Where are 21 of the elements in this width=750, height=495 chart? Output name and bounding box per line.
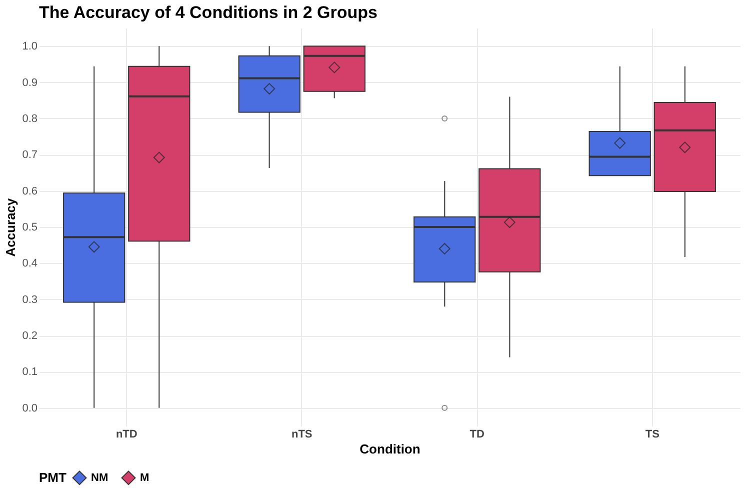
x-axis-title: Condition — [360, 442, 420, 456]
y-tick-label: 0.2 — [22, 330, 38, 342]
y-tick-label: 0.6 — [22, 185, 38, 198]
legend-label: M — [140, 472, 150, 484]
x-tick-label: nTS — [291, 428, 312, 440]
y-tick-label: 0.7 — [22, 149, 38, 162]
x-tick-label: nTD — [116, 428, 138, 440]
y-tick-label: 0.0 — [22, 402, 38, 414]
y-tick-label: 0.3 — [22, 294, 38, 306]
legend-label: NM — [91, 472, 108, 484]
chart-title: The Accuracy of 4 Conditions in 2 Groups — [39, 3, 378, 22]
y-tick-label: 0.1 — [22, 366, 38, 378]
y-tick-label: 0.8 — [22, 112, 38, 125]
legend-title: PMT — [39, 470, 66, 485]
y-axis-title: Accuracy — [3, 197, 18, 257]
y-tick-label: 1.0 — [22, 40, 38, 53]
y-tick-label: 0.4 — [22, 258, 38, 270]
y-tick-label: 0.9 — [22, 76, 38, 89]
x-tick-label: TS — [645, 428, 660, 440]
x-tick-label: TD — [470, 428, 485, 440]
y-tick-label: 0.5 — [22, 222, 38, 234]
